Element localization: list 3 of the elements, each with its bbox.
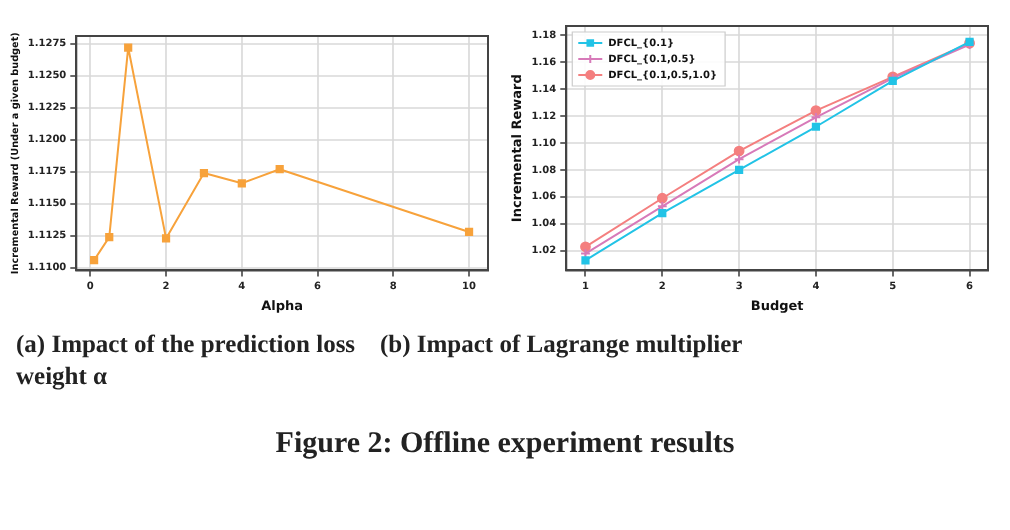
text: (a) Impact of the prediction loss weight α — [16, 330, 356, 390]
text: (b) Impact of Lagrange multiplier — [380, 328, 745, 360]
caption: Figure 2: Offline experiment results — [273, 428, 737, 462]
